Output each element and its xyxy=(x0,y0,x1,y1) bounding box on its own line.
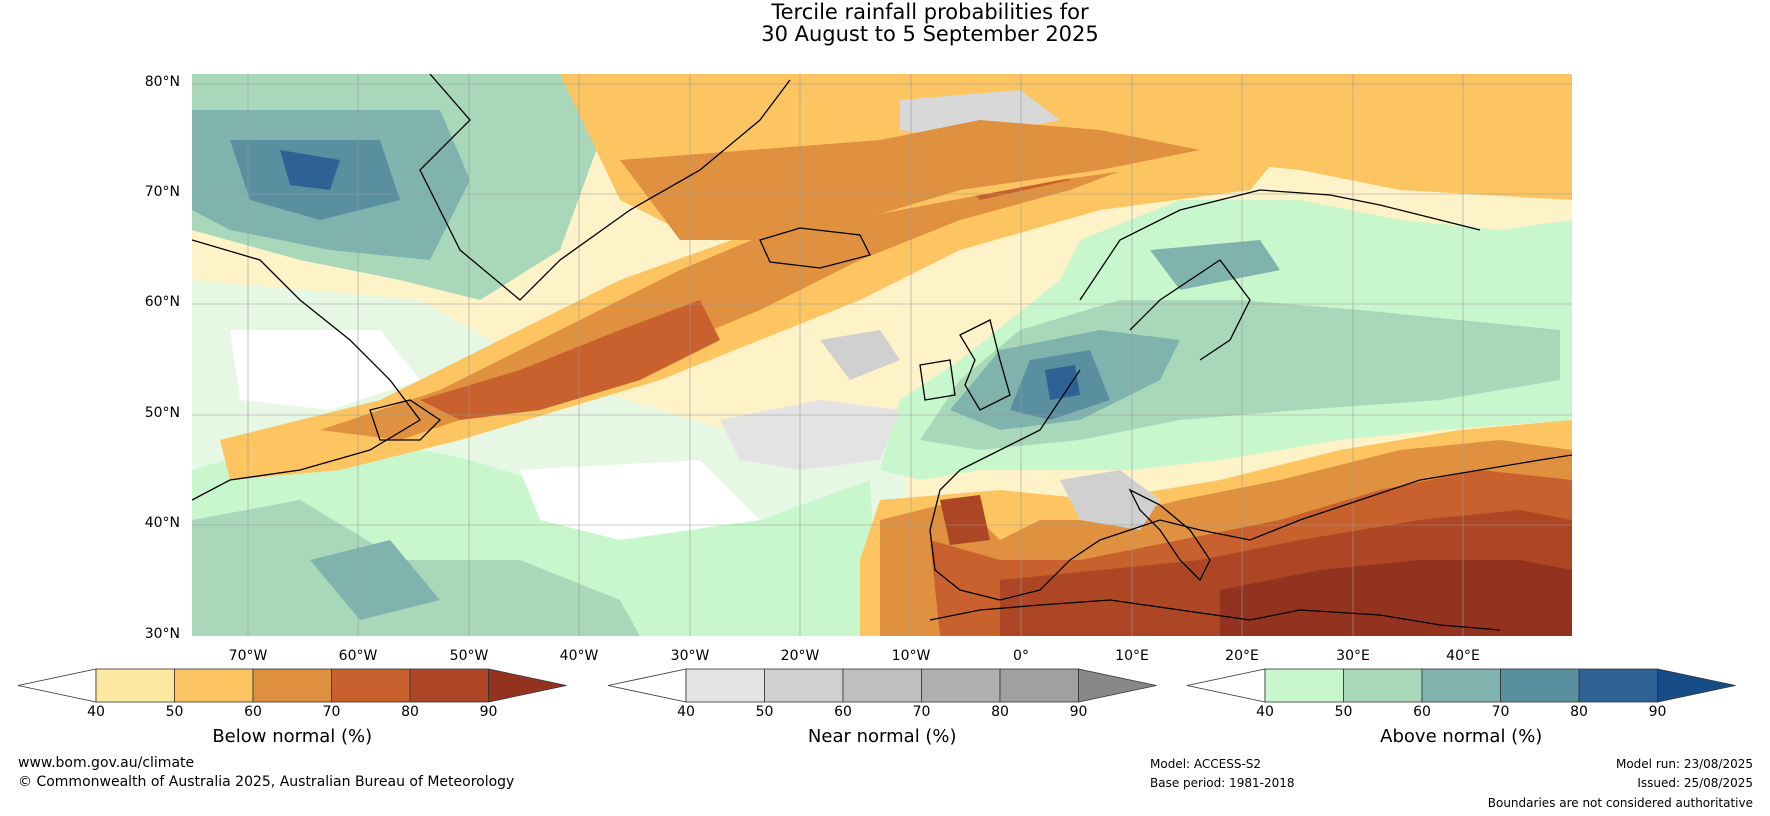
colorbar-2-under-triangle xyxy=(1186,668,1266,703)
disclaimer-text: Boundaries are not considered authoritat… xyxy=(1487,796,1753,810)
colorbar-1-bin-3 xyxy=(842,668,922,703)
colorbar-2-tick-label: 80 xyxy=(1570,704,1588,720)
colorbar-1-tick-label: 80 xyxy=(991,704,1009,720)
colorbar-1-tick-label: 40 xyxy=(677,704,695,720)
colorbar-1-bin-1 xyxy=(685,668,765,703)
colorbar-0-tick-label: 60 xyxy=(244,704,262,720)
colorbar-2-tick-label: 90 xyxy=(1648,704,1667,720)
lon-label-20e: 20°E xyxy=(1225,648,1259,664)
colorbar-1-tick-label: 50 xyxy=(755,704,774,720)
lon-label-30w: 30°W xyxy=(670,648,710,664)
lat-label-40n: 40°N xyxy=(144,515,180,531)
colorbar-1-tick-label: 60 xyxy=(834,704,852,720)
colorbar-1-tick-label: 90 xyxy=(1069,704,1088,720)
graticule xyxy=(192,74,1572,636)
lon-label-0: 0° xyxy=(1013,648,1029,664)
colorbar-2-title: Above normal (%) xyxy=(1380,726,1543,747)
colorbar-2-bin-1 xyxy=(1264,668,1344,703)
colorbar-0-tick-label: 40 xyxy=(87,704,105,720)
model-run-text: Model run: 23/08/2025 xyxy=(1615,757,1753,771)
lat-label-30n: 30°N xyxy=(144,626,180,642)
copyright-text: © Commonwealth of Australia 2025, Austra… xyxy=(18,774,515,790)
colorbars xyxy=(17,668,1736,703)
colorbar-1-under-triangle xyxy=(607,668,687,703)
lon-label-70w: 70°W xyxy=(228,648,268,664)
base-period-text: Base period: 1981-2018 xyxy=(1150,776,1295,790)
colorbar-0-bin-4 xyxy=(331,668,411,703)
model-text: Model: ACCESS-S2 xyxy=(1150,757,1262,771)
lon-label-10e: 10°E xyxy=(1115,648,1149,664)
lat-label-80n: 80°N xyxy=(144,74,180,90)
colorbar-1-bin-2 xyxy=(764,668,844,703)
colorbar-0-bin-2 xyxy=(174,668,254,703)
colorbar-0-bin-1 xyxy=(95,668,175,703)
colorbar-1-tick-label: 70 xyxy=(912,704,931,720)
colorbar-1-bin-5 xyxy=(999,668,1079,703)
colorbar-0-over-triangle xyxy=(488,668,567,703)
lon-label-40e: 40°E xyxy=(1446,648,1480,664)
colorbar-1-title: Near normal (%) xyxy=(807,726,957,747)
colorbar-2-over-triangle xyxy=(1657,668,1736,703)
lat-label-60n: 60°N xyxy=(144,294,180,310)
colorbar-0-tick-label: 50 xyxy=(165,704,184,720)
lat-label-70n: 70°N xyxy=(144,184,180,200)
lat-label-50n: 50°N xyxy=(144,405,180,421)
colorbar-0-under-triangle xyxy=(17,668,97,703)
colorbar-2-tick-label: 60 xyxy=(1413,704,1431,720)
colorbar-2-bin-3 xyxy=(1421,668,1501,703)
map-title-line1: Tercile rainfall probabilities for xyxy=(771,0,1089,24)
coastlines xyxy=(192,74,1572,631)
colorbar-0-tick-label: 80 xyxy=(401,704,419,720)
colorbar-0-tick-label: 90 xyxy=(479,704,498,720)
lon-label-40w: 40°W xyxy=(559,648,599,664)
lon-label-30e: 30°E xyxy=(1336,648,1370,664)
colorbar-2-tick-label: 50 xyxy=(1334,704,1353,720)
colorbar-2-tick-label: 70 xyxy=(1491,704,1510,720)
colorbar-0-title: Below normal (%) xyxy=(212,726,373,747)
colorbar-2-tick-label: 40 xyxy=(1256,704,1274,720)
colorbar-0-bin-5 xyxy=(409,668,489,703)
colorbar-1-bin-4 xyxy=(921,668,1001,703)
colorbar-2-bin-4 xyxy=(1500,668,1580,703)
website-text: www.bom.gov.au/climate xyxy=(18,755,195,771)
colorbar-0-tick-label: 70 xyxy=(322,704,341,720)
issued-text: Issued: 25/08/2025 xyxy=(1637,776,1753,790)
colorbar-2-bin-5 xyxy=(1578,668,1658,703)
colorbar-0-bin-3 xyxy=(252,668,332,703)
lon-label-60w: 60°W xyxy=(338,648,378,664)
lon-label-50w: 50°W xyxy=(449,648,489,664)
map-title-line2: 30 August to 5 September 2025 xyxy=(761,22,1099,46)
colorbar-1-over-triangle xyxy=(1078,668,1157,703)
lon-label-20w: 20°W xyxy=(780,648,820,664)
colorbar-2-bin-2 xyxy=(1343,668,1423,703)
probability-field xyxy=(192,74,1572,636)
lon-label-10w: 10°W xyxy=(891,648,931,664)
